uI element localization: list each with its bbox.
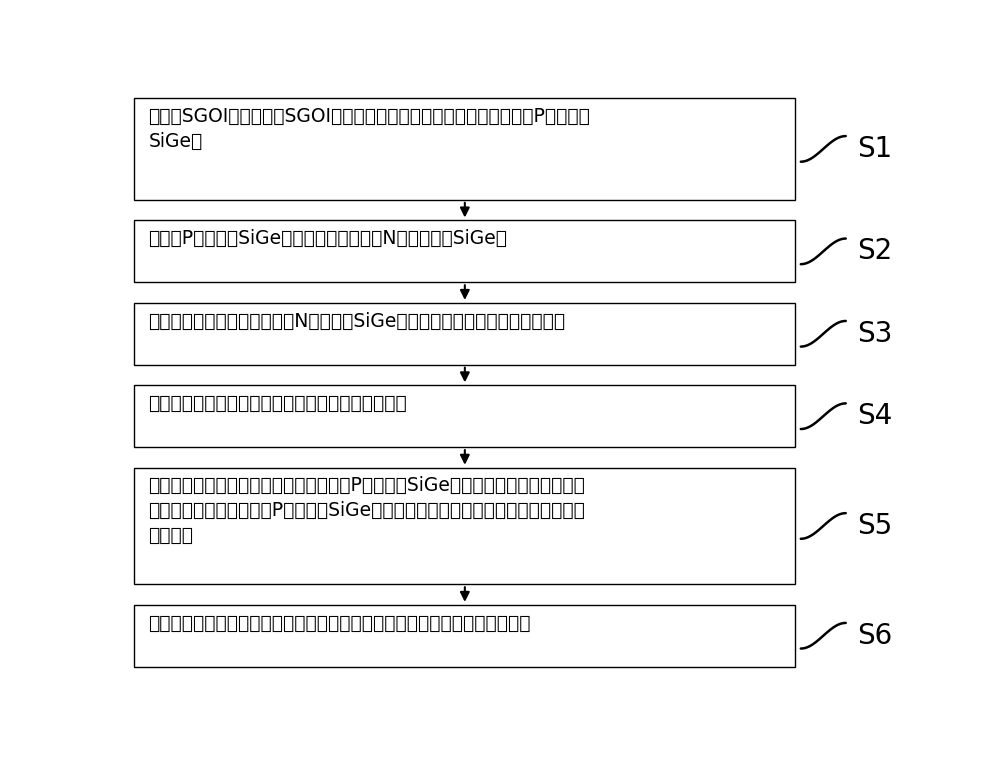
Bar (134, 98, 795, 200)
Text: 刻蚀所述硅层形成具有纳米线或纳米棒结构的沟道；: 刻蚀所述硅层形成具有纳米线或纳米棒结构的沟道； (148, 394, 407, 413)
Text: 提供一SGOI衬底，所述SGOI衬底包括埋氧层和形成于所述埋氧层上的P型重掺杂
SiGe；: 提供一SGOI衬底，所述SGOI衬底包括埋氧层和形成于所述埋氧层上的P型重掺杂 … (148, 107, 590, 151)
Text: S3: S3 (857, 319, 893, 347)
Text: 利用光刻和刻蚀技术刻蚀所述N型重掺杂SiGe，在所述硅层一侧表面形成漏极；: 利用光刻和刻蚀技术刻蚀所述N型重掺杂SiGe，在所述硅层一侧表面形成漏极； (148, 312, 565, 331)
Text: 利用化学腐蚀工艺去除所述沟道下的部分P型重掺杂SiGe，使所述沟道悬空，与所述
漏极处于相对的另一侧的P型重掺杂SiGe定义为源极，所述漏极、沟道和源极构成垂
: 利用化学腐蚀工艺去除所述沟道下的部分P型重掺杂SiGe，使所述沟道悬空，与所述 … (148, 476, 585, 545)
Text: S6: S6 (857, 621, 893, 650)
Bar (134, 303, 795, 365)
Text: 在所述P型重掺杂SiGe依次沉积形成硅层和N型重掺杂层SiGe；: 在所述P型重掺杂SiGe依次沉积形成硅层和N型重掺杂层SiGe； (148, 229, 507, 248)
Bar (134, 605, 795, 667)
Text: S2: S2 (857, 238, 893, 266)
Text: S5: S5 (857, 512, 893, 540)
Text: 在所述沟道表面形成包裹所述沟道的栅介质层，在所述栅介质层上形成栅极。: 在所述沟道表面形成包裹所述沟道的栅介质层，在所述栅介质层上形成栅极。 (148, 613, 531, 633)
Text: S4: S4 (857, 402, 893, 430)
Text: S1: S1 (857, 135, 893, 163)
Bar (134, 385, 795, 447)
Bar (134, 220, 795, 282)
Bar (134, 468, 795, 584)
